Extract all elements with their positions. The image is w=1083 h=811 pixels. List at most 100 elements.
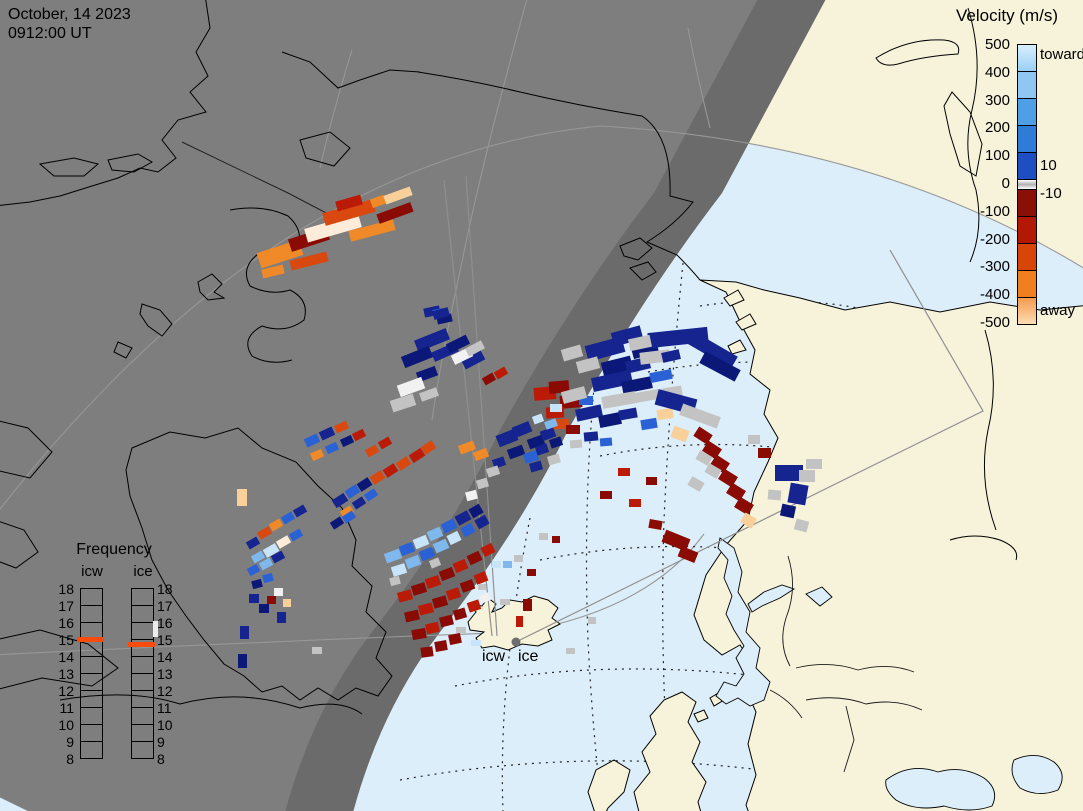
radar-velocity-cell xyxy=(432,538,450,554)
freq-cell xyxy=(81,708,102,725)
radar-velocity-cell xyxy=(806,459,822,469)
freq-tick-left: 12 xyxy=(58,683,74,699)
freq-marker-icw xyxy=(77,637,104,642)
radar-velocity-cell xyxy=(456,627,466,633)
velocity-tick-label: 500 xyxy=(984,36,1010,53)
freq-column-icw-label: icw xyxy=(81,563,103,580)
radar-velocity-cell xyxy=(560,344,584,362)
freq-tick-right: 12 xyxy=(157,683,173,699)
radar-velocity-cell xyxy=(579,396,593,405)
radar-velocity-cell xyxy=(333,420,350,434)
radar-velocity-cell xyxy=(238,654,247,668)
freq-tick-right: 15 xyxy=(157,632,173,648)
freq-cell xyxy=(132,742,153,758)
radar-velocity-cell xyxy=(588,617,596,624)
velocity-segment xyxy=(1018,71,1036,98)
radar-velocity-cell xyxy=(389,575,401,587)
radar-velocity-cell xyxy=(268,518,284,532)
freq-tick-right: 9 xyxy=(157,734,165,750)
radar-velocity-cell xyxy=(503,561,512,568)
radar-velocity-cell xyxy=(240,626,249,639)
radar-velocity-cell xyxy=(527,569,536,576)
radar-velocity-cell xyxy=(431,595,449,609)
freq-cell xyxy=(132,708,153,725)
radar-velocity-cell xyxy=(734,496,754,516)
radar-velocity-cell xyxy=(412,534,430,550)
freq-tick-left: 15 xyxy=(58,632,74,648)
radar-velocity-cell xyxy=(404,609,420,623)
radar-velocity-cell xyxy=(548,436,564,449)
freq-tick-left: 10 xyxy=(58,717,74,733)
freq-tick-right: 8 xyxy=(157,751,165,767)
radar-velocity-cell xyxy=(331,492,349,509)
radar-velocity-cell xyxy=(466,599,482,613)
radar-velocity-cell xyxy=(600,491,612,499)
radar-velocity-cell xyxy=(531,413,545,425)
radar-velocity-cell xyxy=(646,477,657,485)
radar-velocity-cell xyxy=(411,627,427,641)
boundary-line xyxy=(181,141,333,217)
freq-tick-left: 9 xyxy=(66,734,74,750)
radar-velocity-cell xyxy=(277,612,286,623)
coastlines xyxy=(0,0,1018,715)
day-water xyxy=(715,537,1063,811)
radar-velocity-cell xyxy=(500,599,510,605)
radar-velocity-cell xyxy=(376,202,414,224)
velocity-segment xyxy=(1018,125,1036,152)
radar-velocity-cell xyxy=(478,584,486,590)
radar-fov-lines xyxy=(443,175,984,641)
velocity-tick-label: 100 xyxy=(984,147,1010,165)
radar-site-dot xyxy=(511,637,521,647)
political-borders xyxy=(769,555,923,773)
radar-velocity-cell xyxy=(249,594,259,603)
great-britain xyxy=(633,691,707,811)
freq-cell xyxy=(132,640,153,657)
velocity-tick-label: 0 xyxy=(1001,175,1010,192)
radar-velocity-cell xyxy=(471,640,481,646)
freq-cell xyxy=(81,589,102,606)
velocity-segment xyxy=(1018,243,1036,270)
radar-velocity-cell xyxy=(389,393,417,413)
radar-velocity-cell xyxy=(793,518,810,533)
radar-velocity-cell xyxy=(758,448,771,458)
radar-velocity-cell xyxy=(459,579,476,593)
radar-velocity-cell xyxy=(516,616,523,627)
velocity-tick-label: 200 xyxy=(984,119,1010,137)
freq-cell xyxy=(132,674,153,691)
radar-velocity-cell xyxy=(474,514,490,530)
radar-velocity-cell xyxy=(428,557,442,569)
radar-velocity-cell xyxy=(787,482,809,506)
radar-velocity-cell xyxy=(648,518,663,531)
radar-velocity-cell xyxy=(246,563,261,577)
ireland xyxy=(587,759,631,811)
radar-velocity-cell xyxy=(552,536,560,543)
radar-velocity-cell xyxy=(629,499,641,507)
velocity-tick-label: 300 xyxy=(984,91,1010,109)
gulf-of-finland xyxy=(747,584,796,613)
radar-velocity-cell xyxy=(656,407,674,421)
radar-velocity-cell xyxy=(472,447,490,462)
radar-velocity-cell xyxy=(601,391,637,409)
freq-cell xyxy=(81,606,102,623)
frequency-legend-title: Frequency xyxy=(76,541,152,558)
radar-velocity-cell xyxy=(485,465,501,478)
radar-velocity-cell xyxy=(404,554,422,570)
zero-velocity-band xyxy=(1018,179,1036,190)
radar-velocity-cell xyxy=(251,578,263,590)
freq-tick-right: 10 xyxy=(157,717,173,733)
freq-cell xyxy=(81,640,102,657)
velocity-segment xyxy=(1018,45,1036,71)
greenland xyxy=(125,427,393,701)
radar-velocity-cell xyxy=(312,647,322,654)
freq-cell xyxy=(81,725,102,742)
radar-velocity-cell xyxy=(237,489,247,506)
velocity-tick-label: 400 xyxy=(984,63,1010,81)
radar-label-icw: icw xyxy=(482,648,506,665)
radar-velocity-cell xyxy=(438,566,456,582)
radar-velocity-cell xyxy=(475,477,490,490)
radar-velocity-cell xyxy=(523,599,532,611)
freq-tick-right: 13 xyxy=(157,666,173,682)
freq-bar-icw xyxy=(80,588,103,759)
time-text: 0912:00 UT xyxy=(8,25,92,42)
